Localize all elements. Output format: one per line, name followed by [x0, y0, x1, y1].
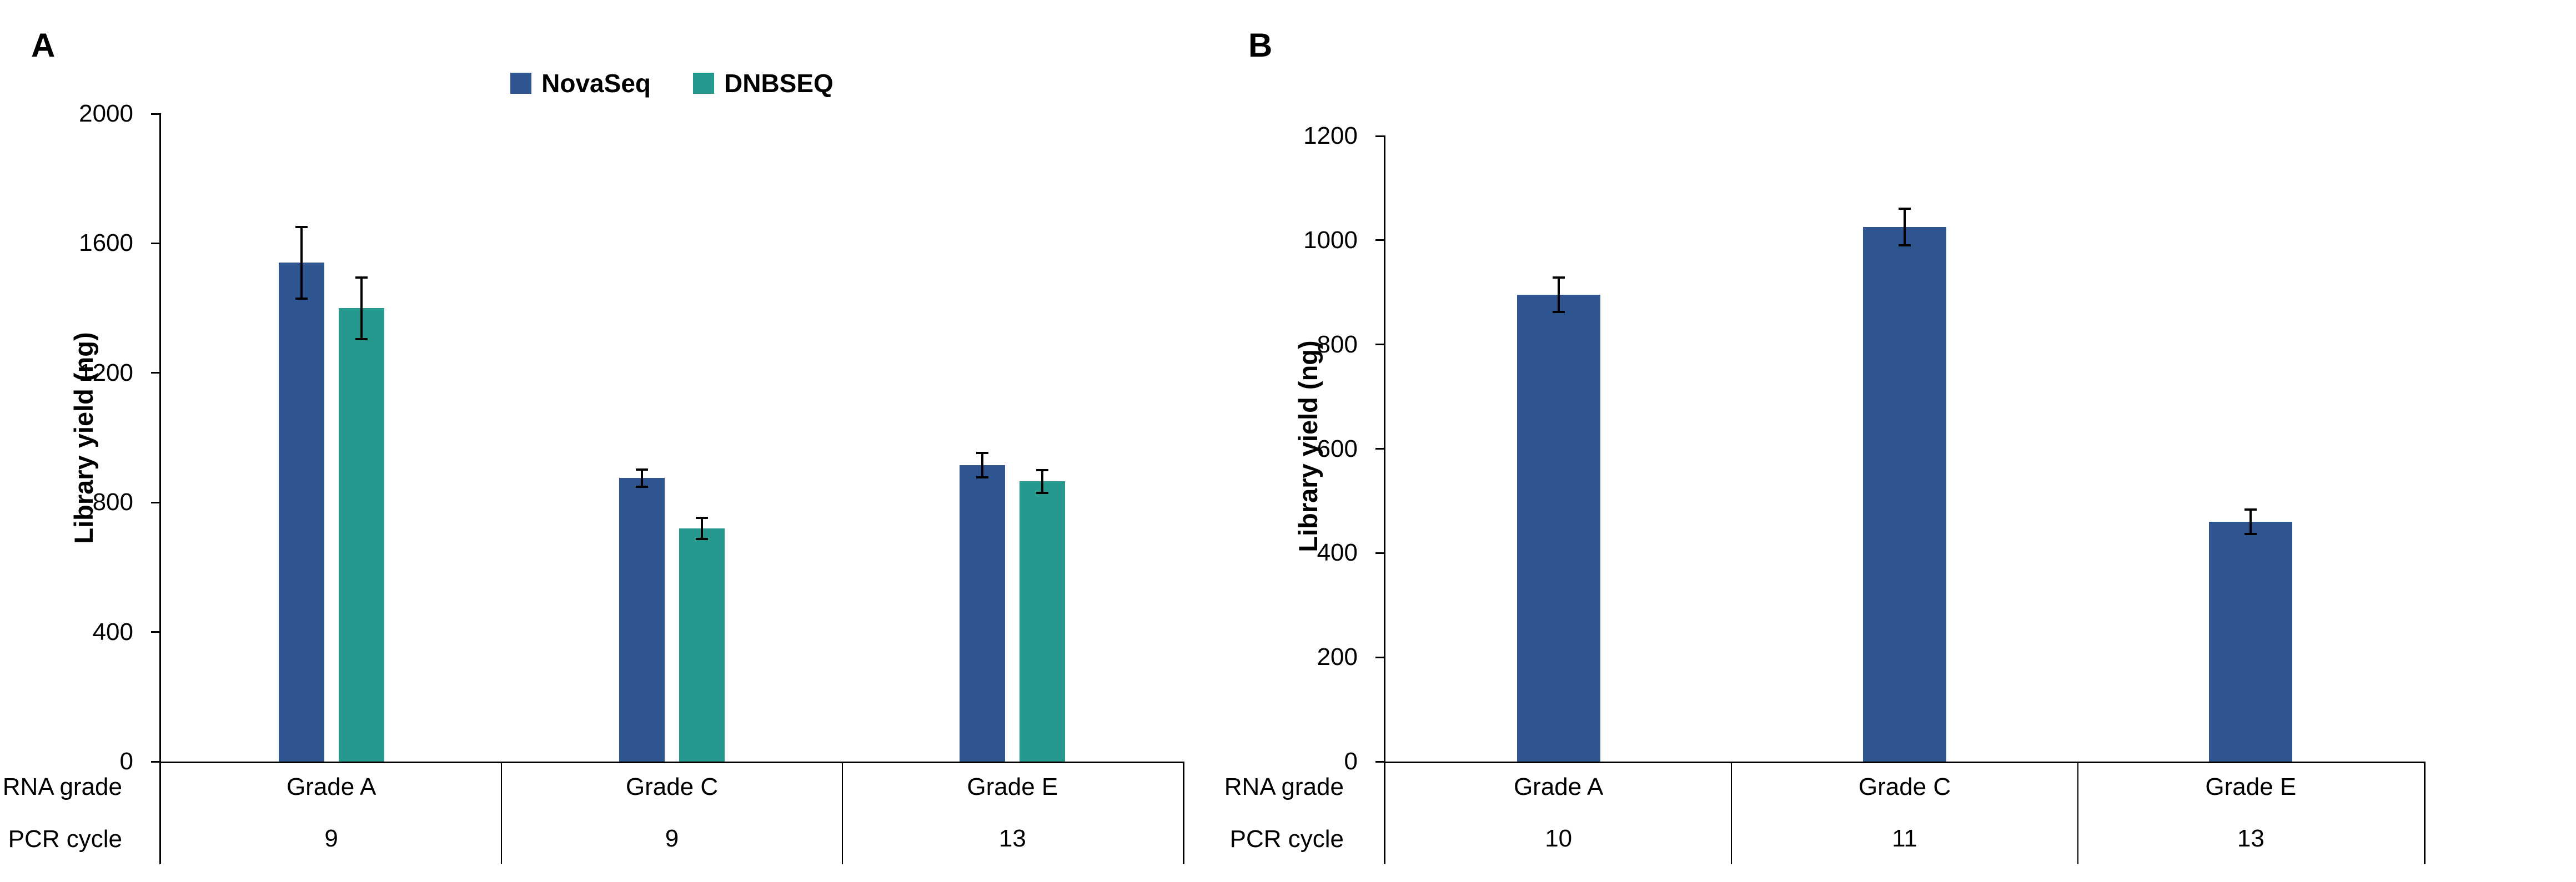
y-tick-mark	[1375, 135, 1385, 137]
y-tick-label: 800	[1317, 330, 1358, 358]
row-label-pcr-cycle-a: PCR cycle	[8, 825, 122, 853]
y-tick-mark	[1375, 448, 1385, 450]
y-tick-mark	[151, 113, 161, 115]
table-cell-border	[1731, 762, 1733, 864]
y-tick-label: 1200	[79, 359, 133, 386]
novaseq-swatch-icon	[510, 73, 532, 94]
bar-series1-grade-c	[1863, 227, 1946, 762]
pcr-cycle-cell: 9	[665, 824, 679, 852]
table-right-border	[2424, 762, 2426, 864]
error-bar-cap-top	[355, 276, 368, 279]
y-tick-label: 600	[1317, 435, 1358, 462]
error-bar-line	[1557, 278, 1560, 313]
dnbseq-swatch-icon	[693, 73, 715, 94]
error-bar-cap-bottom	[2244, 532, 2257, 535]
error-bar-line	[2249, 510, 2252, 534]
y-tick-label: 1200	[1303, 122, 1358, 149]
legend-item-dnbseq: DNBSEQ	[693, 70, 833, 97]
legend-item-novaseq: NovaSeq	[510, 70, 651, 97]
bar-series1-grade-a	[1517, 295, 1600, 762]
pcr-cycle-cell: 11	[1892, 824, 1917, 852]
error-bar-cap-bottom	[1552, 311, 1565, 314]
table-cell-border	[501, 762, 503, 864]
y-tick-mark	[151, 242, 161, 244]
y-tick-label: 400	[1317, 539, 1358, 567]
rna-grade-cell: Grade A	[1513, 773, 1604, 800]
y-tick-mark	[1375, 656, 1385, 658]
error-bar-line	[360, 277, 363, 339]
error-bar-line	[701, 517, 703, 540]
panel-a-label: A	[31, 27, 56, 64]
x-axis-line	[1384, 762, 2426, 763]
error-bar-cap-bottom	[295, 297, 308, 300]
bar-DNBSEQ-grade-a	[338, 308, 384, 762]
bar-series1-grade-e	[2209, 521, 2293, 762]
y-tick-label: 200	[1317, 643, 1358, 671]
y-tick-mark	[1375, 552, 1385, 554]
error-bar-cap-bottom	[1899, 244, 1911, 247]
y-axis-line	[1384, 136, 1385, 864]
error-bar-cap-top	[1036, 468, 1049, 471]
error-bar-cap-top	[976, 451, 989, 454]
table-cell-border	[2077, 762, 2078, 864]
rna-grade-cell: Grade C	[625, 773, 719, 800]
pcr-cycle-cell: 9	[324, 824, 338, 852]
y-tick-label: 2000	[79, 100, 133, 127]
y-tick-mark	[1375, 344, 1385, 346]
table-cell-border	[841, 762, 843, 864]
error-bar-cap-top	[696, 516, 708, 519]
legend: NovaSeq DNBSEQ	[161, 68, 1183, 99]
error-bar-cap-top	[1552, 276, 1565, 279]
bar-NovaSeq-grade-e	[960, 465, 1006, 762]
error-bar-cap-bottom	[1036, 491, 1049, 494]
error-bar-cap-top	[2244, 508, 2257, 511]
error-bar-line	[641, 469, 643, 487]
y-axis-title-panel-a: Library yield (ng)	[68, 332, 98, 544]
y-tick-label: 800	[92, 488, 133, 516]
rna-grade-cell: Grade A	[286, 773, 376, 800]
y-tick-mark	[151, 760, 161, 763]
y-tick-mark	[151, 631, 161, 633]
bar-DNBSEQ-grade-e	[1020, 481, 1066, 762]
y-tick-label: 400	[92, 618, 133, 646]
y-axis-line	[159, 114, 161, 864]
pcr-cycle-cell: 13	[998, 824, 1026, 852]
error-bar-line	[981, 452, 984, 478]
bar-NovaSeq-grade-a	[278, 263, 324, 762]
error-bar-cap-bottom	[636, 486, 648, 488]
row-label-rna-grade-b: RNA grade	[1224, 773, 1344, 800]
y-tick-label: 0	[119, 748, 133, 775]
error-bar-cap-bottom	[355, 337, 368, 340]
y-tick-mark	[1375, 239, 1385, 241]
y-tick-mark	[151, 501, 161, 503]
rna-grade-cell: Grade E	[967, 773, 1058, 800]
error-bar-cap-bottom	[696, 538, 708, 541]
rna-grade-cell: Grade C	[1858, 773, 1951, 800]
error-bar-line	[300, 227, 303, 299]
error-bar-cap-bottom	[976, 476, 989, 479]
pcr-cycle-cell: 13	[2237, 824, 2264, 852]
legend-label-novaseq: NovaSeq	[541, 69, 651, 98]
bar-DNBSEQ-grade-c	[679, 528, 725, 762]
error-bar-line	[1041, 470, 1044, 493]
row-label-pcr-cycle-b: PCR cycle	[1229, 825, 1344, 853]
error-bar-cap-top	[636, 468, 648, 471]
row-label-rna-grade-a: RNA grade	[2, 773, 122, 800]
error-bar-line	[1904, 209, 1906, 246]
legend-label-dnbseq: DNBSEQ	[724, 69, 833, 98]
y-tick-label: 0	[1344, 748, 1358, 775]
x-axis-line	[159, 762, 1184, 763]
table-right-border	[1183, 762, 1184, 864]
y-tick-label: 1000	[1303, 226, 1358, 254]
error-bar-cap-top	[1899, 208, 1911, 210]
rna-grade-cell: Grade E	[2205, 773, 2297, 800]
y-tick-label: 1600	[79, 229, 133, 257]
panel-b-label: B	[1248, 27, 1273, 64]
y-tick-mark	[1375, 760, 1385, 763]
y-tick-mark	[151, 372, 161, 374]
pcr-cycle-cell: 10	[1545, 824, 1573, 852]
bar-NovaSeq-grade-c	[619, 478, 665, 762]
error-bar-cap-top	[295, 226, 308, 229]
